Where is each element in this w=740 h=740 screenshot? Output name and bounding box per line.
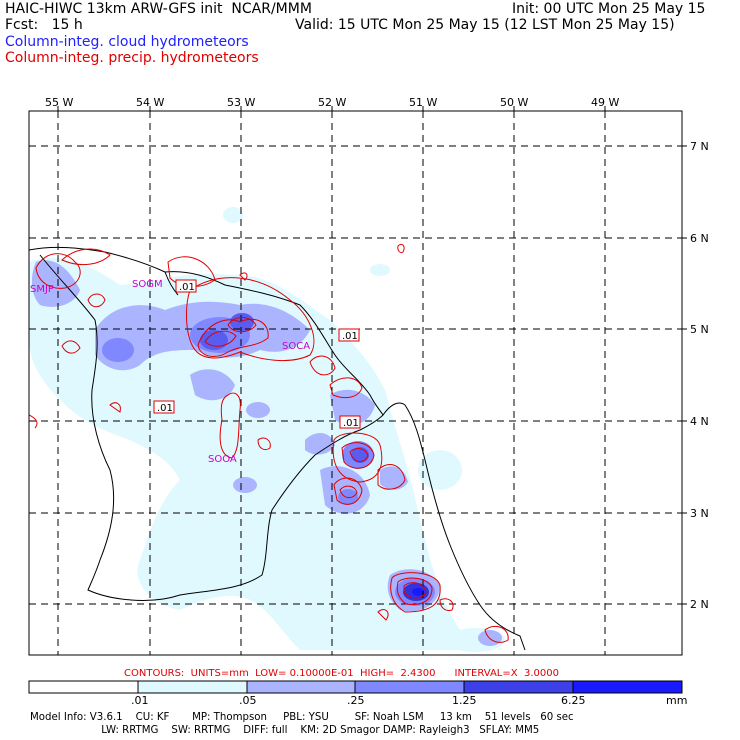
field-label-precip: Column-integ. precip. hydrometeors	[5, 50, 259, 66]
contour-value-labels: .01 .01 .01 .01	[153, 279, 361, 429]
colorbar-tick: 6.25	[561, 694, 586, 707]
field-label-cloud: Column-integ. cloud hydrometeors	[5, 34, 249, 50]
lat-label: 3 N	[690, 507, 709, 520]
colorbar	[28, 680, 683, 694]
colorbar-tick: .25	[347, 694, 365, 707]
precip-contours	[29, 243, 509, 643]
valid-time: Valid: 15 UTC Mon 25 May 15 (12 LST Mon …	[295, 17, 675, 33]
lon-label: 51 W	[409, 96, 438, 109]
lon-label: 54 W	[136, 96, 165, 109]
lon-label: 50 W	[500, 96, 529, 109]
station-label: SOOA	[208, 454, 237, 465]
colorbar-tick: .05	[239, 694, 257, 707]
lat-label: 4 N	[690, 415, 709, 428]
lon-label: 52 W	[318, 96, 347, 109]
station-label: SOCA	[282, 341, 310, 352]
contour-label: .01	[179, 282, 195, 293]
lon-label: 49 W	[591, 96, 620, 109]
lat-label: 2 N	[690, 598, 709, 611]
model-info-line1: Model Info: V3.6.1 CU: KF MP: Thompson P…	[30, 712, 574, 723]
lon-label: 55 W	[45, 96, 74, 109]
colorbar-unit: mm	[666, 694, 688, 707]
lat-label: 5 N	[690, 323, 709, 336]
lat-lon-grid	[29, 111, 682, 655]
lon-label: 53 W	[227, 96, 256, 109]
station-label: SMJP	[30, 284, 54, 295]
contour-label: .01	[342, 331, 358, 342]
init-time: Init: 00 UTC Mon 25 May 15	[512, 1, 706, 17]
station-label: SOGM	[132, 279, 163, 290]
colorbar-tick: .01	[131, 694, 149, 707]
title-left: HAIC-HIWC 13km ARW-GFS init NCAR/MMM	[5, 1, 312, 17]
contour-label: .01	[343, 418, 359, 429]
lat-label: 7 N	[690, 140, 709, 153]
contour-info: CONTOURS: UNITS=mm LOW= 0.10000E-01 HIGH…	[124, 668, 559, 679]
model-info-line2: LW: RRTMG SW: RRTMG DIFF: full KM: 2D Sm…	[30, 725, 540, 736]
forecast-hour: Fcst: 15 h	[5, 17, 83, 33]
contour-label: .01	[157, 403, 173, 414]
colorbar-tick: 1.25	[452, 694, 477, 707]
coastline	[29, 246, 526, 651]
lat-label: 6 N	[690, 232, 709, 245]
